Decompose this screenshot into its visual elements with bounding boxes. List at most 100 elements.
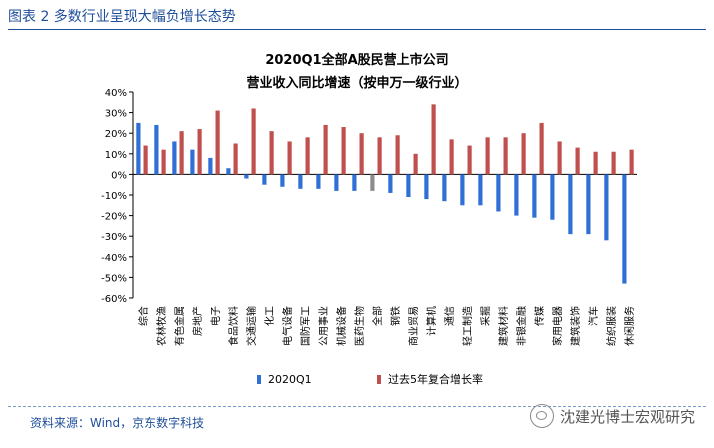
x-tick-label: 建筑装饰 (569, 306, 582, 346)
x-tick-label: 休闲服务 (623, 306, 636, 346)
x-tick-label: 电气设备 (281, 306, 294, 346)
bar-2020q1 (478, 174, 483, 206)
bar-2020q1 (334, 174, 339, 191)
bar-5yr-cagr (449, 139, 454, 175)
bar-5yr-cagr (215, 110, 220, 175)
bar-5yr-cagr (179, 131, 184, 175)
bar-2020q1 (190, 149, 195, 175)
bar-5yr-cagr (359, 133, 364, 175)
bar-5yr-cagr (575, 147, 580, 175)
bar-5yr-cagr (503, 137, 508, 175)
x-tick-label: 国防军工 (299, 306, 312, 346)
bar-2020q1 (280, 174, 285, 187)
x-tick-label: 交通运输 (245, 306, 258, 346)
bar-2020q1 (136, 122, 141, 175)
y-tick-label: -60% (101, 294, 127, 305)
x-tick-label: 采掘 (479, 306, 492, 326)
y-tick-label: 30% (105, 109, 127, 120)
bar-5yr-cagr (521, 133, 526, 175)
bar-5yr-cagr (143, 145, 148, 175)
bar-2020q1 (532, 174, 537, 218)
x-tick-label: 商业贸易 (407, 306, 420, 346)
legend-label-5yr-cagr: 过去5年复合增长率 (388, 372, 483, 386)
x-tick-label: 公用事业 (317, 306, 330, 346)
x-tick-label: 机械设备 (335, 306, 348, 346)
x-tick-label: 非银金融 (515, 306, 528, 346)
legend-label-2020q1: 2020Q1 (268, 373, 312, 386)
figure-title: 图表 2 多数行业呈现大幅负增长态势 (8, 9, 236, 25)
x-tick-label: 医药生物 (353, 306, 366, 346)
y-tick-label: 10% (105, 150, 127, 161)
bar-2020q1 (514, 174, 519, 216)
x-tick-label: 建筑材料 (497, 306, 510, 346)
bar-5yr-cagr (251, 108, 256, 175)
x-tick-label: 纺织服装 (605, 306, 618, 346)
bar-2020q1 (154, 124, 159, 175)
x-tick-label: 计算机 (425, 306, 438, 336)
y-tick-label: -10% (101, 191, 127, 202)
y-tick-label: 40% (105, 88, 127, 99)
y-tick-label: -40% (101, 253, 127, 264)
bar-5yr-cagr (539, 122, 544, 175)
bar-2020q1 (388, 174, 393, 193)
bar-2020q1 (208, 157, 213, 175)
y-tick-label: -50% (101, 273, 127, 284)
bar-2020q1 (424, 174, 429, 200)
watermark-text: 沈建光博士宏观研究 (560, 407, 696, 426)
bar-5yr-cagr (413, 153, 418, 175)
x-tick-label: 电子 (209, 306, 222, 326)
bar-5yr-cagr (305, 137, 310, 175)
x-tick-label: 房地产 (191, 306, 204, 336)
bar-5yr-cagr (341, 127, 346, 175)
title-divider (8, 29, 706, 30)
x-tick-label: 化工 (263, 306, 276, 326)
legend-swatch-2020q1 (257, 375, 261, 384)
bar-5yr-cagr (467, 145, 472, 175)
bar-2020q1 (352, 174, 357, 191)
x-tick-label: 传媒 (534, 306, 546, 326)
bar-5yr-cagr (269, 131, 274, 175)
y-tick-label: -20% (101, 212, 127, 223)
chart-subtitle: 营业收入同比增速（按申万一级行业） (246, 75, 467, 91)
bar-2020q1 (496, 174, 501, 212)
bar-2020q1 (262, 174, 267, 185)
x-tick-label: 家用电器 (551, 306, 564, 346)
bar-5yr-cagr (557, 141, 562, 175)
chart-title: 2020Q1全部A股民营上市公司 (265, 52, 448, 68)
x-tick-label: 有色金属 (173, 306, 186, 346)
bar-5yr-cagr (161, 149, 166, 175)
bar-2020q1 (316, 174, 321, 189)
x-tick-label: 汽车 (587, 306, 600, 326)
y-tick-label: -30% (101, 232, 127, 243)
bar-2020q1 (172, 141, 177, 175)
bar-5yr-cagr (395, 135, 400, 175)
x-tick-label: 综合 (137, 306, 150, 326)
bar-2020q1 (298, 174, 303, 189)
y-tick-label: 0% (111, 170, 127, 181)
bar-5yr-cagr (233, 143, 238, 175)
bar-5yr-cagr (593, 151, 598, 175)
bar-2020q1 (568, 174, 573, 235)
x-tick-label: 轻工制造 (461, 306, 474, 346)
bar-2020q1 (622, 174, 627, 284)
bar-5yr-cagr (377, 137, 382, 175)
bar-2020q1 (586, 174, 591, 235)
x-tick-label: 农林牧渔 (155, 306, 168, 346)
x-tick-label: 钢铁 (389, 306, 402, 326)
bar-2020q1 (550, 174, 555, 220)
wechat-icon (530, 404, 554, 428)
bar-5yr-cagr (197, 129, 202, 175)
x-tick-label: 全部 (371, 306, 384, 326)
bar-5yr-cagr (485, 137, 490, 175)
bar-5yr-cagr (323, 124, 328, 175)
footer-divider (8, 406, 706, 407)
bar-2020q1 (604, 174, 609, 241)
x-tick-label: 食品饮料 (227, 306, 240, 346)
bar-2020q1 (226, 168, 231, 175)
bar-2020q1 (370, 174, 375, 191)
y-tick-label: 20% (105, 129, 127, 140)
bar-2020q1 (244, 174, 249, 179)
bar-5yr-cagr (431, 104, 436, 175)
legend-swatch-5yr-cagr (377, 375, 381, 384)
